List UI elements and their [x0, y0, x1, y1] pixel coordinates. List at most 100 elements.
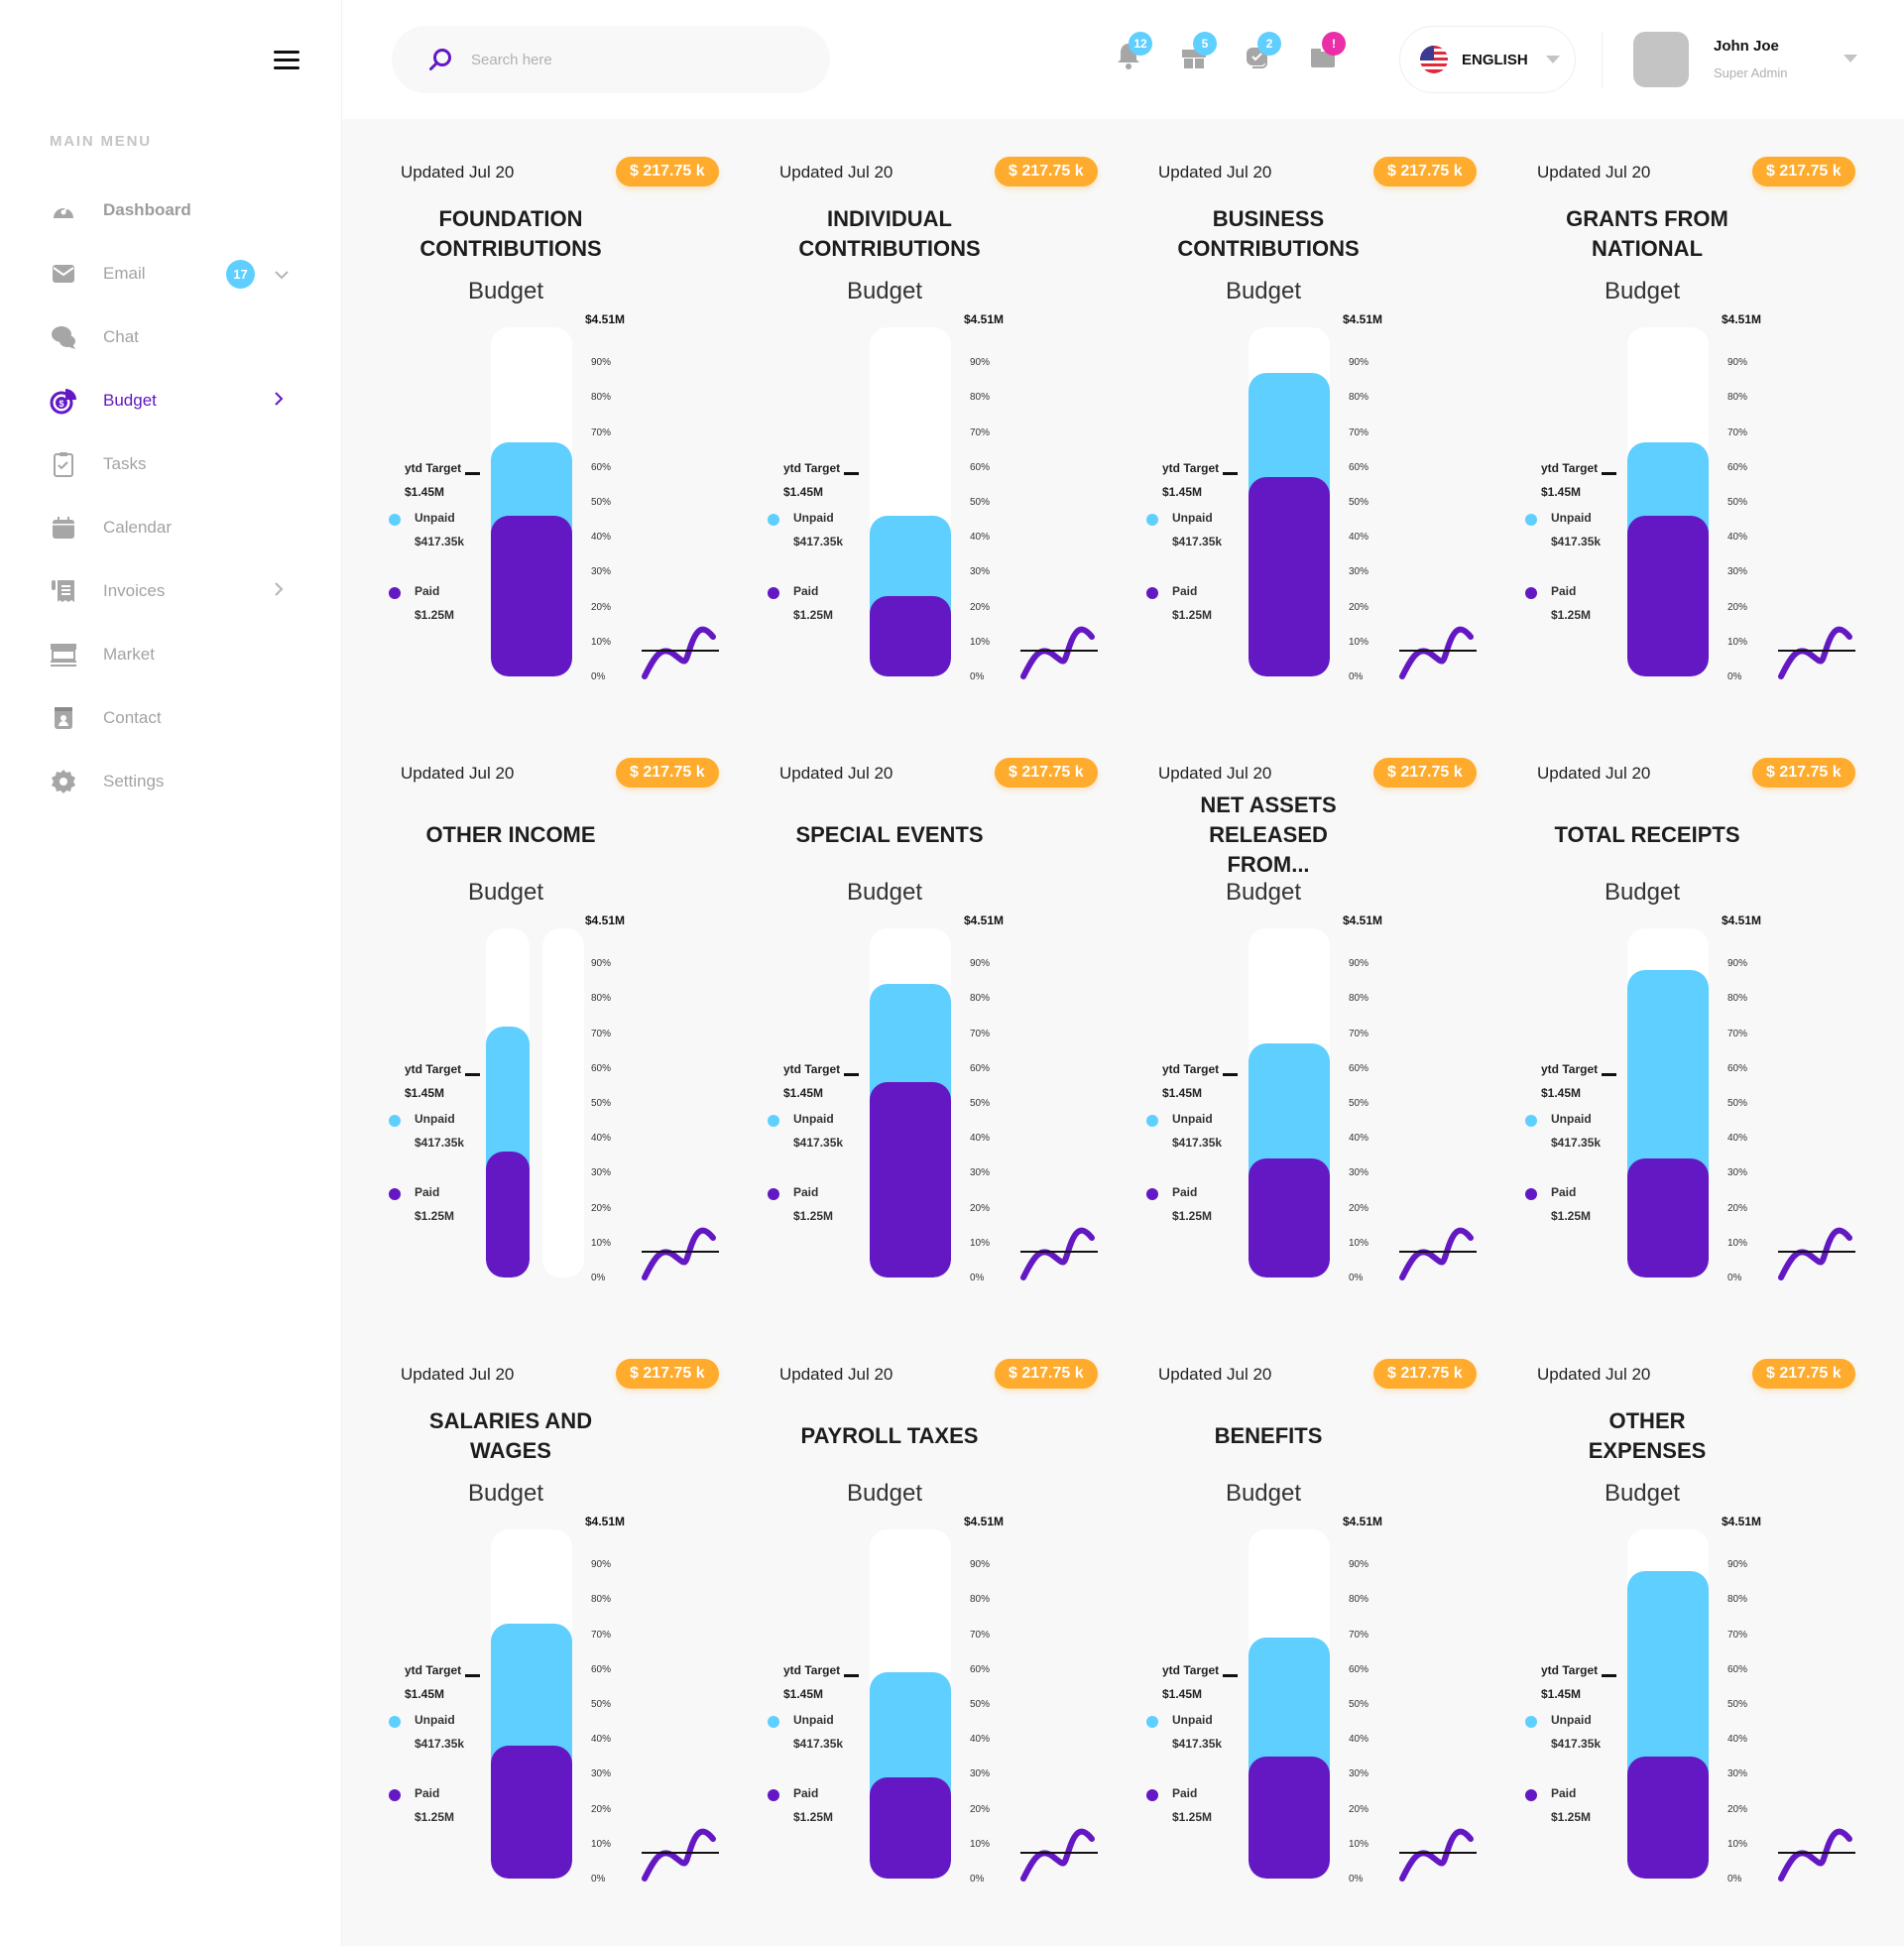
amount-badge[interactable]: $ 217.75 k [616, 1359, 719, 1389]
sidebar-item-budget[interactable]: $ Budget [50, 369, 298, 432]
sidebar-item-email[interactable]: Email 17 [50, 242, 298, 305]
updated-date: Updated Jul 20 [401, 1365, 515, 1384]
paid-dot-icon [1525, 1188, 1537, 1200]
max-value-label: $4.51M [1722, 312, 1762, 326]
max-value-label: $4.51M [585, 1515, 626, 1528]
notification-folder[interactable]: ! [1309, 32, 1346, 73]
budget-label: Budget [1225, 1480, 1302, 1507]
legend-value: $417.35k [793, 1737, 844, 1751]
ytd-target: ytd Target $1.45M [405, 456, 461, 504]
amount-badge[interactable]: $ 217.75 k [1752, 157, 1855, 186]
legend-paid: Paid $1.25M [1146, 1781, 1212, 1829]
sidebar-item-calendar[interactable]: Calendar [50, 496, 298, 559]
search-icon [429, 49, 451, 70]
sidebar-item-market[interactable]: Market [50, 623, 298, 686]
legend-value: $417.35k [793, 535, 844, 548]
legend-paid: Paid $1.25M [1525, 1180, 1591, 1228]
amount-badge[interactable]: $ 217.75 k [616, 157, 719, 186]
amount-badge[interactable]: $ 217.75 k [1373, 157, 1477, 186]
legend-label: Unpaid [1551, 1713, 1592, 1727]
amount-badge[interactable]: $ 217.75 k [995, 1359, 1098, 1389]
legend-value: $1.25M [415, 1810, 455, 1824]
budget-bar [870, 327, 951, 676]
chevron-right-icon[interactable] [274, 581, 284, 602]
amount-badge[interactable]: $ 217.75 k [616, 758, 719, 788]
budget-label: Budget [1604, 1480, 1681, 1507]
axis-tick-label: 70% [1727, 426, 1748, 438]
chevron-right-icon[interactable] [274, 391, 284, 412]
budget-card: Updated Jul 20 $ 217.75 k OTHER EXPENSES… [1513, 1341, 1870, 1896]
unpaid-dot-icon [1146, 514, 1158, 526]
ytd-target-value: $1.45M [405, 1086, 445, 1100]
ytd-target-value: $1.45M [405, 1687, 445, 1701]
amount-badge[interactable]: $ 217.75 k [995, 758, 1098, 788]
legend-value: $417.35k [415, 1737, 465, 1751]
axis-tick-label: 10% [1349, 1838, 1369, 1850]
avatar[interactable] [1633, 32, 1689, 87]
legend-label: Paid [793, 1786, 819, 1800]
budget-label: Budget [1225, 879, 1302, 906]
ytd-target-label: ytd Target [405, 1663, 462, 1677]
ytd-target-label: ytd Target [783, 1062, 841, 1076]
axis-tick-label: 30% [591, 566, 612, 578]
axis-tick-label: 70% [1349, 1629, 1369, 1641]
notification-chat[interactable]: 2 [1245, 32, 1281, 73]
budget-card: Updated Jul 20 $ 217.75 k GRANTS FROM NA… [1513, 139, 1870, 694]
menu-title: MAIN MENU [50, 133, 152, 150]
amount-badge[interactable]: $ 217.75 k [1373, 758, 1477, 788]
axis-tick-label: 10% [970, 636, 991, 648]
svg-text:$: $ [59, 399, 63, 409]
legend-label: Unpaid [1551, 511, 1592, 525]
axis-tick-label: 60% [1349, 1663, 1369, 1675]
hamburger-menu-icon[interactable] [274, 51, 299, 70]
search-box[interactable] [392, 26, 830, 93]
axis-tick-label: 70% [1349, 1028, 1369, 1039]
caret-down-icon [1545, 56, 1560, 63]
budget-label: Budget [846, 1480, 923, 1507]
amount-badge[interactable]: $ 217.75 k [1752, 758, 1855, 788]
axis-tick-label: 0% [1349, 670, 1364, 682]
budget-card: Updated Jul 20 $ 217.75 k SPECIAL EVENTS… [756, 740, 1113, 1295]
budget-bar [1249, 1529, 1330, 1879]
axis-tick-label: 40% [591, 1734, 612, 1746]
amount-badge[interactable]: $ 217.75 k [1752, 1359, 1855, 1389]
legend-label: Paid [415, 1185, 440, 1199]
legend-unpaid: Unpaid $417.35k [768, 506, 843, 553]
ytd-target-marker [844, 1674, 859, 1677]
axis-tick-label: 80% [970, 993, 991, 1005]
sidebar-item-contact[interactable]: Contact [50, 686, 298, 750]
amount-badge[interactable]: $ 217.75 k [1373, 1359, 1477, 1389]
amount-badge[interactable]: $ 217.75 k [995, 157, 1098, 186]
axis-tick-label: 10% [591, 1237, 612, 1249]
notification-gift[interactable]: 5 [1180, 32, 1217, 73]
sidebar-item-settings[interactable]: Settings [50, 750, 298, 813]
notification-bell[interactable]: 12 [1116, 32, 1152, 73]
budget-card: Updated Jul 20 $ 217.75 k INDIVIDUAL CON… [756, 139, 1113, 694]
legend-value: $1.25M [1172, 1810, 1213, 1824]
paid-dot-icon [389, 587, 401, 599]
axis-tick-label: 70% [1349, 426, 1369, 438]
ytd-target: ytd Target $1.45M [1162, 1658, 1219, 1706]
axis-tick-label: 30% [1349, 1768, 1369, 1780]
axis-tick-label: 40% [1349, 532, 1369, 544]
budget-icon: $ [50, 387, 77, 415]
sidebar-item-dashboard[interactable]: Dashboard [50, 179, 298, 242]
sidebar-item-tasks[interactable]: Tasks [50, 432, 298, 496]
axis-tick-label: 20% [591, 1202, 612, 1214]
trend-sparkline-icon [1020, 1227, 1098, 1280]
axis-tick-label: 40% [1349, 1133, 1369, 1145]
search-input[interactable] [471, 51, 808, 68]
chevron-down-icon[interactable] [274, 264, 290, 285]
legend-value: $1.25M [1172, 608, 1213, 622]
sidebar-item-invoices[interactable]: Invoices [50, 559, 298, 623]
axis-tick-label: 0% [591, 1272, 606, 1283]
card-title: BUSINESS CONTRIBUTIONS [1177, 206, 1360, 261]
language-selector[interactable]: ENGLISH [1399, 26, 1576, 93]
user-menu-caret-icon[interactable] [1844, 55, 1857, 62]
y-axis: 90% 80% 70% 60% 50% 40% 30% 20% 10% 0% [1349, 337, 1388, 682]
ytd-target-label: ytd Target [1162, 1062, 1220, 1076]
axis-tick-label: 0% [1349, 1272, 1364, 1283]
legend-label: Paid [1551, 1786, 1577, 1800]
axis-tick-label: 30% [1349, 566, 1369, 578]
sidebar-item-chat[interactable]: Chat [50, 305, 298, 369]
